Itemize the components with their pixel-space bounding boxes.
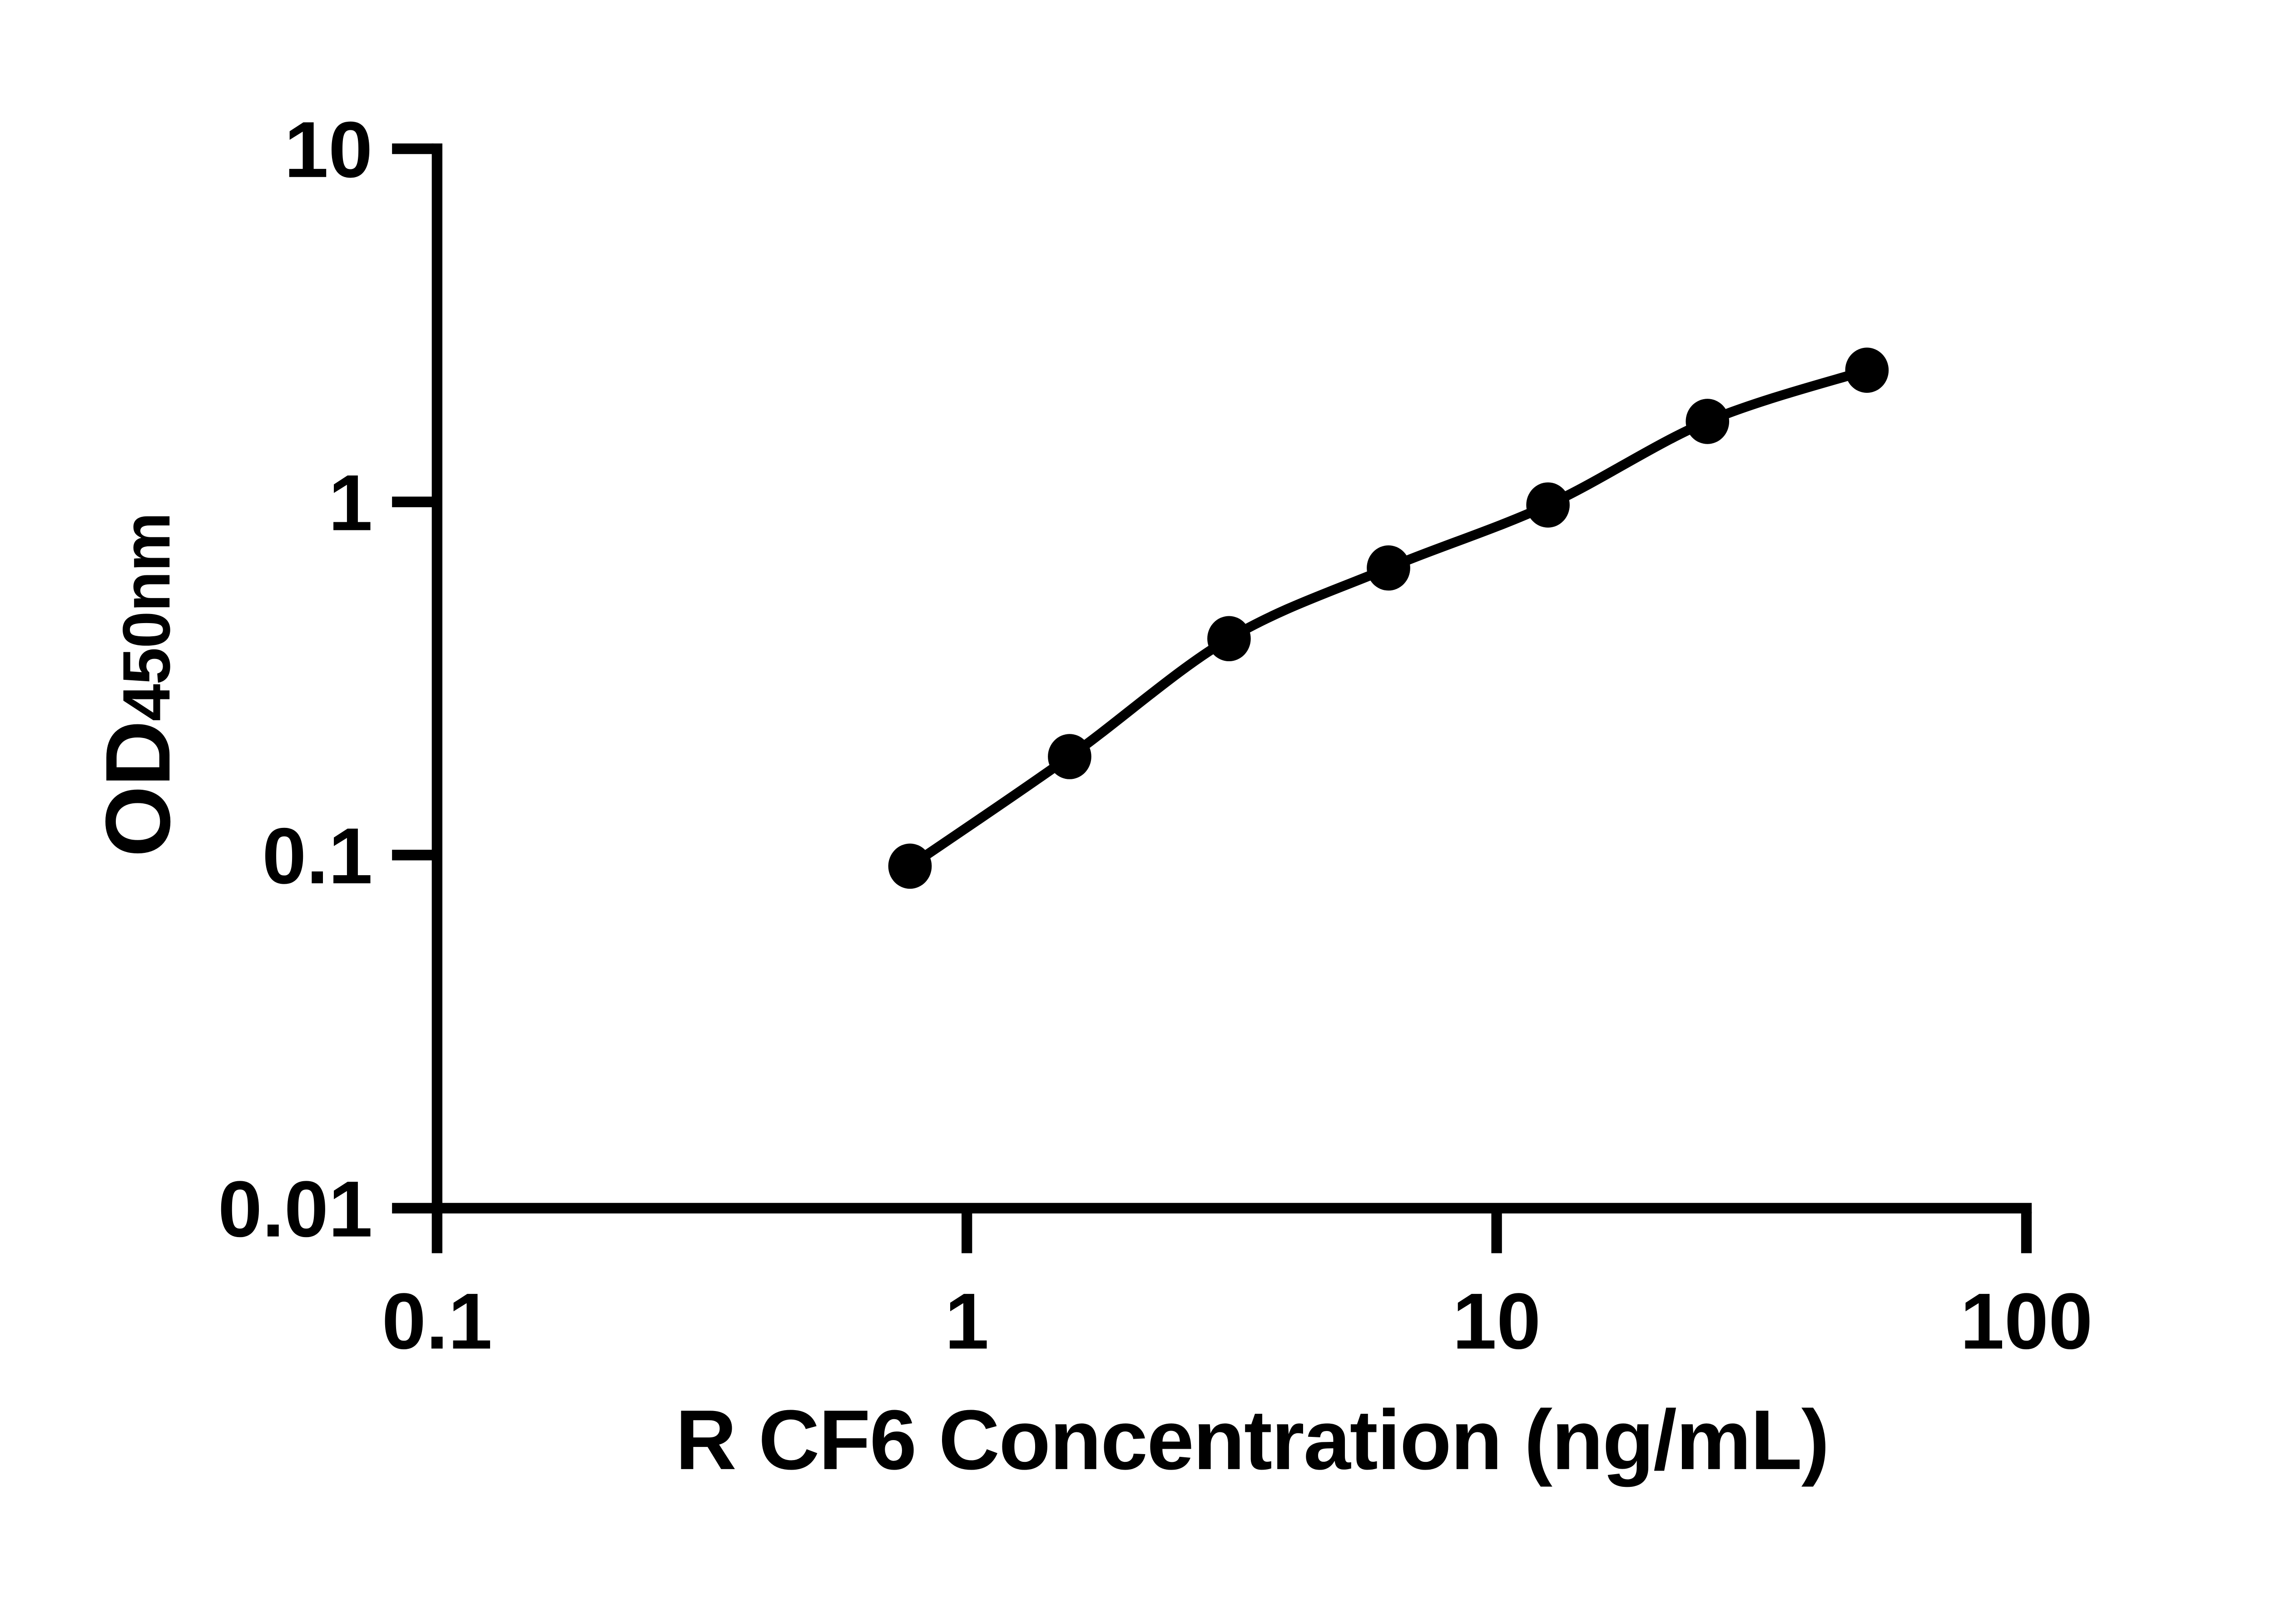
chart-canvas: 0.1 1 10 100 0.01 0.1 1 10 R CF6 Concentration…	[86, 105, 2093, 1487]
y-axis-ticks	[392, 143, 434, 1214]
fit-curve	[907, 366, 1869, 871]
data-point	[1845, 347, 1889, 393]
data-point	[1048, 734, 1091, 779]
x-axis-ticks	[431, 1212, 2032, 1253]
data-point	[1207, 616, 1251, 662]
y-axis-title: OD450nm	[86, 513, 189, 857]
y-axis-title-main: OD	[86, 721, 189, 857]
y-axis-tick-labels: 0.01 0.1 1 10	[218, 106, 373, 1254]
x-axis-tick-labels: 0.1 1 10 100	[382, 1277, 2093, 1366]
data-series	[888, 347, 1889, 889]
x-tick-label: 100	[1960, 1277, 2093, 1366]
y-axis-title-sub: 450nm	[109, 513, 184, 721]
x-tick-label: 10	[1453, 1277, 1541, 1366]
y-tick-label: 10	[284, 106, 373, 194]
data-point	[888, 843, 932, 889]
data-point	[1526, 482, 1570, 528]
data-point	[1367, 545, 1410, 591]
axes	[431, 143, 2032, 1214]
y-tick-label: 0.1	[262, 812, 372, 901]
x-tick-label: 0.1	[382, 1277, 492, 1366]
y-tick-label: 1	[328, 459, 372, 547]
data-point	[1686, 399, 1730, 444]
y-tick-label: 0.01	[218, 1165, 373, 1254]
x-tick-label: 1	[945, 1277, 989, 1366]
x-axis-title: R CF6 Concentration (ng/mL)	[675, 1392, 1829, 1487]
